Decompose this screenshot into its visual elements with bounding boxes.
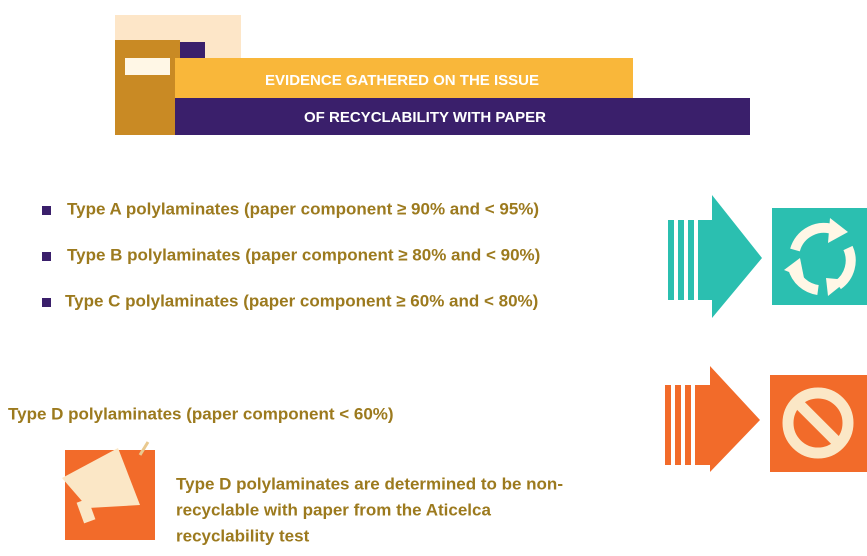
bullet-text: Type C polylaminates (paper component ≥ … [65,291,538,310]
bullet-text: Type B polylaminates (paper component ≥ … [67,245,540,264]
type-d-note: recyclable with paper from the Aticelca [176,500,491,519]
recycle-arrowheads [784,218,848,296]
megaphone-icon [62,448,140,524]
header-banner-bottom [175,98,750,135]
arrow-recyclable [668,195,762,318]
bullet-text: Type A polylaminates (paper component ≥ … [67,199,539,218]
bullet [42,206,51,215]
header-banner-top [175,58,633,100]
header-label [125,58,170,75]
type-d-title: Type D polylaminates (paper component < … [8,404,394,423]
megaphone-ray [138,441,150,456]
arrow-non-recyclable [665,366,760,472]
type-d-note: Type D polylaminates are determined to b… [176,474,563,493]
no-icon [782,387,854,459]
type-d-note: recyclability test [176,526,310,545]
header-line: OF RECYCLABILITY WITH PAPER [304,109,546,126]
header-block [115,40,180,135]
header-line: EVIDENCE GATHERED ON THE ISSUE [265,72,539,89]
header-accent [180,42,205,60]
bullet [42,298,51,307]
bullet [42,252,51,261]
